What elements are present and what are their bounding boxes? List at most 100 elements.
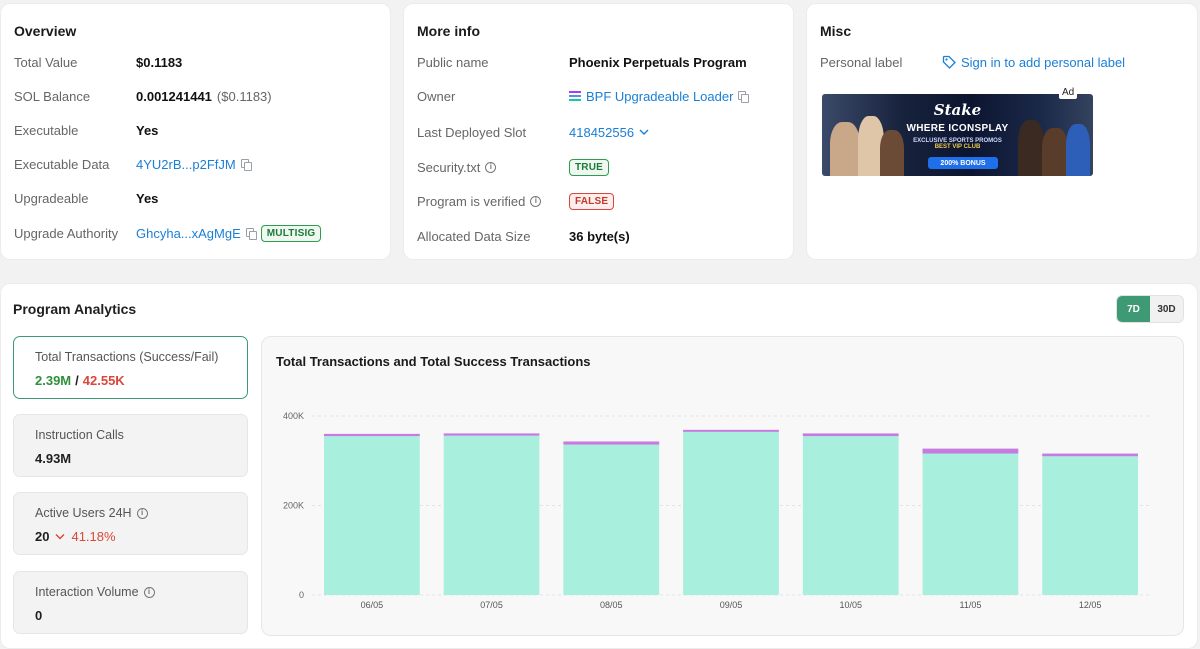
ad-person-image — [1018, 120, 1044, 176]
public-name-row: Public name Phoenix Perpetuals Program — [417, 52, 781, 72]
security-txt-label: Security.txt — [417, 159, 481, 175]
chevron-down-icon[interactable] — [639, 129, 649, 135]
success-count: 2.39M — [35, 373, 72, 388]
fail-bar[interactable] — [443, 433, 540, 436]
success-bar[interactable] — [323, 436, 420, 595]
ad-person-image — [1066, 124, 1090, 176]
x-tick-label: 07/05 — [480, 600, 503, 610]
sign-in-personal-label-link[interactable]: Sign in to add personal label — [961, 54, 1126, 70]
x-tick-label: 12/05 — [1079, 600, 1102, 610]
stat-value: 20 — [35, 529, 50, 544]
success-bar[interactable] — [683, 431, 779, 595]
upgradeable-value: Yes — [136, 190, 159, 206]
info-icon[interactable]: i — [136, 507, 148, 519]
upgrade-authority-link[interactable]: Ghcyha...xAgMgE — [136, 225, 241, 241]
trend-down-icon — [55, 533, 65, 539]
upgradeable-row: Upgradeable Yes — [14, 188, 378, 208]
ad-subtext: EXCLUSIVE SPORTS PROMOS BEST VIP CLUB — [822, 138, 1093, 150]
program-verified-row: Program is verified i FALSE — [417, 191, 781, 211]
last-deployed-slot-row: Last Deployed Slot 418452556 — [417, 122, 781, 142]
stat-label: Instruction Calls — [35, 428, 124, 442]
stat-active-users[interactable]: Active Users 24H i 20 41.18% — [13, 492, 248, 555]
chart-card: Total Transactions and Total Success Tra… — [261, 336, 1184, 636]
executable-row: Executable Yes — [14, 120, 378, 140]
upgrade-authority-label: Upgrade Authority — [14, 225, 119, 241]
range-7d-button[interactable]: 7D — [1117, 296, 1150, 322]
success-bar[interactable] — [563, 444, 660, 595]
separator: / — [75, 373, 79, 388]
stat-interaction-volume[interactable]: Interaction Volume i 0 — [13, 571, 248, 634]
misc-title: Misc — [820, 23, 852, 39]
total-value: $0.1183 — [136, 54, 183, 70]
stat-instruction-calls[interactable]: Instruction Calls 4.93M — [13, 414, 248, 477]
public-name: Phoenix Perpetuals Program — [569, 54, 747, 70]
upgrade-authority-row: Upgrade Authority Ghcyha...xAgMgE MULTIS… — [14, 223, 378, 243]
x-tick-label: 10/05 — [839, 600, 862, 610]
fail-bar[interactable] — [1042, 453, 1139, 457]
copy-icon[interactable] — [738, 91, 750, 103]
fail-bar[interactable] — [922, 448, 1019, 454]
info-icon[interactable]: i — [530, 195, 542, 207]
fail-count: 42.55K — [82, 373, 125, 388]
y-tick-label: 200K — [283, 500, 304, 510]
more-info-title: More info — [417, 23, 480, 39]
success-bar[interactable] — [922, 453, 1019, 595]
x-tick-label: 11/05 — [959, 600, 981, 610]
info-icon[interactable]: i — [143, 586, 155, 598]
range-toggle: 7D 30D — [1116, 295, 1184, 323]
ad-tag: Ad — [1059, 86, 1078, 99]
range-30d-button[interactable]: 30D — [1150, 296, 1183, 322]
ad-bonus-button[interactable]: 200% BONUS — [928, 157, 998, 169]
chart-title: Total Transactions and Total Success Tra… — [276, 354, 591, 369]
success-bar[interactable] — [802, 436, 899, 595]
sol-balance-usd: ($0.1183) — [216, 88, 272, 104]
stat-label: Interaction Volume — [35, 585, 139, 599]
info-icon[interactable]: i — [485, 161, 497, 173]
ad-subtext-2: BEST VIP CLUB — [934, 144, 981, 150]
ad-person-image — [1042, 128, 1068, 176]
change-percent: 41.18% — [71, 529, 116, 544]
total-value-label: Total Value — [14, 54, 78, 70]
stat-label: Total Transactions (Success/Fail) — [35, 350, 219, 364]
program-analytics-title: Program Analytics — [13, 301, 137, 317]
executable-data-link[interactable]: 4YU2rB...p2FfJM — [136, 156, 236, 172]
personal-label-row: Personal label Sign in to add personal l… — [820, 52, 1185, 72]
copy-icon[interactable] — [240, 159, 252, 171]
upgradeable-label: Upgradeable — [14, 190, 89, 206]
stat-total-transactions[interactable]: Total Transactions (Success/Fail) 2.39M … — [13, 336, 248, 399]
sol-balance: 0.001241441 — [136, 88, 212, 104]
success-bar[interactable] — [1042, 456, 1139, 595]
tag-icon — [942, 55, 956, 69]
owner-row: Owner BPF Upgradeable Loader — [417, 86, 781, 106]
stat-label: Active Users 24H — [35, 506, 132, 520]
security-txt-badge: TRUE — [569, 158, 610, 176]
copy-icon[interactable] — [245, 228, 257, 240]
fail-bar[interactable] — [563, 441, 660, 445]
overview-title: Overview — [14, 23, 77, 39]
ad-person-image — [830, 122, 860, 176]
total-value-row: Total Value $0.1183 — [14, 52, 378, 72]
y-tick-label: 0 — [299, 590, 304, 600]
program-verified-label: Program is verified — [417, 193, 526, 209]
ad-person-image — [880, 130, 904, 176]
sol-balance-row: SOL Balance 0.001241441 ($0.1183) — [14, 86, 378, 106]
stat-value: 0 — [35, 608, 43, 623]
transactions-chart: 0 200K 400K 06/05 07/05 08/05 09/05 10/05 11/05 1… — [283, 411, 1150, 610]
fail-bar[interactable] — [683, 429, 779, 432]
executable-data-label: Executable Data — [14, 156, 110, 172]
ad-subtext-1: EXCLUSIVE SPORTS PROMOS — [913, 138, 1002, 144]
last-deployed-slot-label: Last Deployed Slot — [417, 124, 527, 140]
fail-bar[interactable] — [323, 433, 420, 437]
personal-label-label: Personal label — [820, 54, 903, 70]
owner-link[interactable]: BPF Upgradeable Loader — [586, 88, 734, 104]
ad-person-image — [858, 116, 884, 176]
more-info-card: More info Public name Phoenix Perpetuals… — [403, 3, 794, 260]
fail-bar[interactable] — [802, 433, 899, 437]
ad-banner[interactable]: Stake WHERE ICONSPLAY EXCLUSIVE SPORTS P… — [822, 94, 1093, 176]
success-bar[interactable] — [443, 435, 540, 595]
y-tick-label: 400K — [283, 411, 304, 421]
security-txt-row: Security.txt i TRUE — [417, 157, 781, 177]
last-deployed-slot-link[interactable]: 418452556 — [569, 124, 635, 140]
solana-icon — [569, 91, 581, 101]
program-verified-badge: FALSE — [569, 192, 615, 210]
